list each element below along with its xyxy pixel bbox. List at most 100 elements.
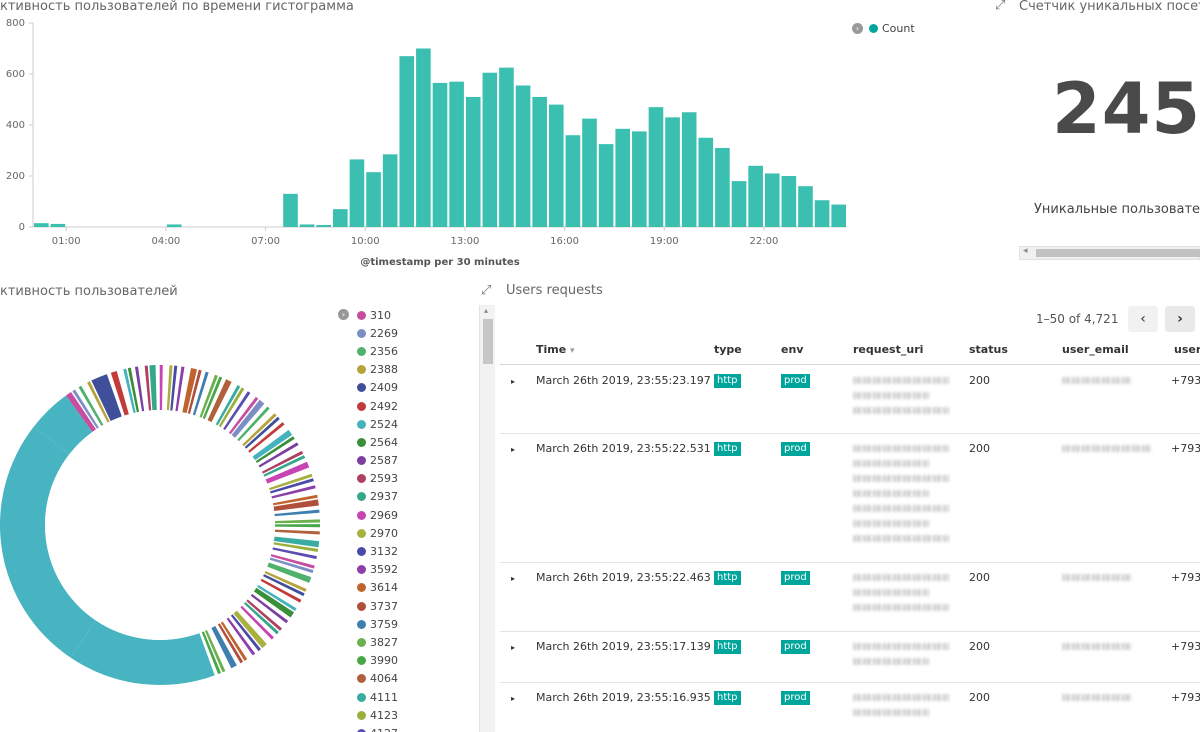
donut-slice[interactable] — [243, 601, 279, 635]
donut-slice[interactable] — [255, 436, 295, 464]
donut-slice[interactable] — [65, 392, 97, 432]
donut-slice[interactable] — [270, 554, 315, 569]
donut-slice[interactable] — [110, 370, 129, 416]
histogram-bar[interactable] — [665, 117, 680, 227]
histogram-bar[interactable] — [283, 193, 298, 227]
donut-slice[interactable] — [134, 366, 145, 412]
donut-slice[interactable] — [272, 547, 317, 560]
legend-item[interactable]: 3614 — [340, 579, 460, 597]
horizontal-scrollbar[interactable]: ◂ — [1019, 246, 1200, 260]
donut-slice[interactable] — [70, 620, 215, 685]
legend-item[interactable]: 4127 — [340, 724, 460, 732]
donut-slice[interactable] — [215, 385, 241, 426]
legend-item[interactable]: 3592 — [340, 561, 460, 579]
histogram-bar[interactable] — [582, 118, 597, 227]
donut-slice[interactable] — [192, 371, 209, 416]
histogram-bar[interactable] — [449, 81, 464, 228]
donut-slice[interactable] — [261, 450, 304, 474]
histogram-bar[interactable] — [764, 173, 780, 227]
histogram-bar[interactable] — [465, 96, 481, 227]
donut-slice[interactable] — [78, 385, 104, 427]
donut-slice[interactable] — [127, 367, 140, 413]
legend-item[interactable]: 3132 — [340, 542, 460, 560]
expand-icon[interactable]: ⤢ — [481, 283, 492, 298]
histogram-bar[interactable] — [615, 128, 631, 227]
donut-slice[interactable] — [187, 369, 202, 414]
histogram-bar[interactable] — [715, 147, 730, 227]
donut-slice[interactable] — [159, 365, 163, 411]
donut-slice[interactable] — [271, 485, 316, 499]
legend-toggle-icon[interactable]: › — [852, 23, 863, 34]
histogram-bar[interactable] — [598, 144, 614, 227]
histogram-bar[interactable] — [648, 107, 664, 227]
histogram-bar[interactable] — [532, 96, 547, 227]
expand-row-icon[interactable]: ▸ — [511, 445, 516, 454]
histogram-bar[interactable] — [698, 137, 714, 227]
histogram-bar[interactable] — [333, 209, 348, 227]
donut-slice[interactable] — [267, 562, 312, 583]
donut-slice[interactable] — [217, 623, 244, 664]
histogram-bar[interactable] — [399, 56, 415, 228]
legend-item[interactable]: 2937 — [340, 488, 460, 506]
legend-item[interactable]: 2388 — [340, 361, 460, 379]
histogram-bar[interactable] — [499, 67, 514, 227]
legend-item[interactable]: 310 — [340, 306, 460, 324]
legend-item[interactable]: 2593 — [340, 470, 460, 488]
donut-slice[interactable] — [228, 396, 259, 435]
donut-slice[interactable] — [246, 599, 283, 631]
donut-slice[interactable] — [204, 629, 226, 673]
column-header-env[interactable]: env — [781, 343, 804, 356]
legend-item[interactable]: 2524 — [340, 415, 460, 433]
donut-slice[interactable] — [244, 416, 280, 449]
donut-slice[interactable] — [268, 473, 313, 491]
histogram-bar[interactable] — [632, 131, 647, 227]
donut-slice[interactable] — [223, 391, 251, 431]
donut-slice[interactable] — [144, 365, 152, 411]
donut-slice[interactable] — [264, 571, 307, 592]
legend-item[interactable]: 2970 — [340, 524, 460, 542]
donut-slice[interactable] — [253, 587, 295, 618]
histogram-bar[interactable] — [366, 172, 381, 227]
table-row[interactable]: ▸ March 26th 2019, 23:55:17.139 http prod 20… — [500, 632, 1200, 683]
legend-item[interactable]: 2409 — [340, 379, 460, 397]
donut-slice[interactable] — [226, 617, 256, 656]
histogram-bar[interactable] — [798, 186, 813, 227]
histogram-bar[interactable] — [166, 224, 182, 227]
expand-row-icon[interactable]: ▸ — [511, 694, 516, 703]
donut-slice[interactable] — [273, 536, 320, 548]
legend-item[interactable]: 2969 — [340, 506, 460, 524]
donut-slice[interactable] — [256, 584, 297, 611]
legend-toggle-icon[interactable]: › — [338, 309, 349, 320]
sort-icon[interactable]: ▾ — [570, 346, 575, 356]
legend-item[interactable]: 2587 — [340, 452, 460, 470]
donut-slice[interactable] — [166, 365, 173, 411]
histogram-bar[interactable] — [432, 82, 448, 227]
donut-slice[interactable] — [265, 461, 310, 484]
donut-slice[interactable] — [269, 478, 314, 494]
scroll-up-icon[interactable]: ▴ — [484, 306, 489, 315]
donut-slice[interactable] — [170, 365, 178, 411]
donut-slice[interactable] — [72, 389, 99, 429]
legend-item[interactable]: 3759 — [340, 615, 460, 633]
next-page-button[interactable]: › — [1165, 306, 1195, 332]
legend-label-count[interactable]: Count — [882, 22, 915, 35]
donut-slice[interactable] — [269, 557, 314, 574]
donut-slice[interactable] — [248, 422, 285, 453]
histogram-bar[interactable] — [731, 181, 747, 227]
histogram-bar[interactable] — [349, 159, 365, 227]
expand-row-icon[interactable]: ▸ — [511, 574, 516, 583]
donut-slice[interactable] — [233, 610, 267, 649]
donut-slice[interactable] — [273, 499, 319, 511]
donut-slice[interactable] — [237, 406, 270, 442]
histogram-bar[interactable] — [681, 112, 697, 227]
donut-slice[interactable] — [274, 524, 320, 528]
donut-slice[interactable] — [123, 368, 136, 414]
table-row[interactable]: ▸ March 26th 2019, 23:55:22.531 http prod 20… — [500, 434, 1200, 563]
donut-slice[interactable] — [33, 395, 93, 455]
expand-row-icon[interactable]: ▸ — [511, 377, 516, 386]
column-header-user-email[interactable]: user_email — [1062, 343, 1129, 356]
histogram-bar[interactable] — [299, 224, 315, 227]
legend-item[interactable]: 3737 — [340, 597, 460, 615]
donut-slice[interactable] — [231, 399, 265, 438]
histogram-bar[interactable] — [482, 72, 498, 227]
